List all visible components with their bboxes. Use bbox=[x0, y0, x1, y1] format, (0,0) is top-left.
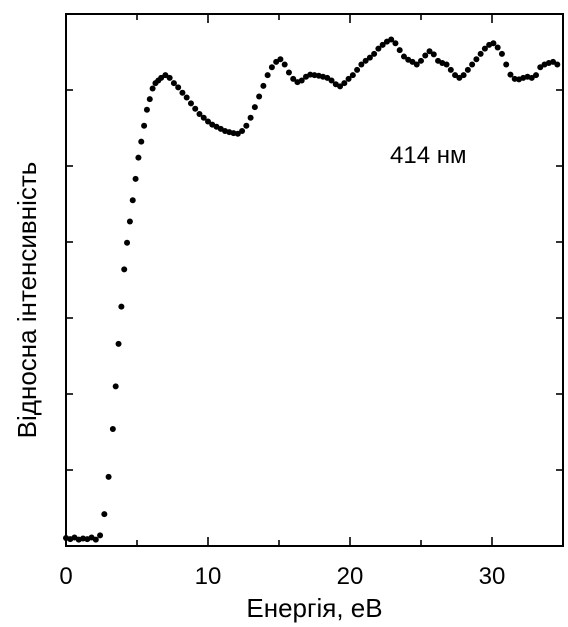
data-point bbox=[375, 45, 382, 52]
data-point bbox=[473, 56, 480, 63]
data-point bbox=[388, 36, 395, 43]
data-points bbox=[63, 36, 561, 543]
data-point bbox=[358, 61, 365, 68]
data-point bbox=[97, 532, 104, 539]
data-point bbox=[443, 61, 450, 68]
data-point bbox=[105, 473, 112, 480]
wavelength-annotation: 414 нм bbox=[390, 142, 466, 169]
data-point bbox=[447, 66, 454, 73]
data-point bbox=[179, 89, 186, 96]
data-point bbox=[379, 41, 386, 48]
data-point bbox=[477, 50, 484, 57]
data-point bbox=[118, 303, 125, 310]
data-point bbox=[413, 61, 420, 68]
data-point bbox=[268, 64, 275, 71]
data-point bbox=[187, 100, 194, 107]
x-tick-label: 10 bbox=[195, 563, 222, 590]
data-point bbox=[430, 51, 437, 58]
data-point bbox=[349, 72, 356, 79]
data-point bbox=[392, 40, 399, 47]
data-point bbox=[371, 50, 378, 57]
data-point bbox=[277, 56, 284, 63]
data-point bbox=[135, 154, 142, 161]
data-point bbox=[507, 71, 514, 78]
x-tick-label: 30 bbox=[479, 563, 506, 590]
data-point bbox=[418, 57, 424, 64]
data-point bbox=[503, 61, 510, 68]
data-point bbox=[112, 383, 119, 390]
data-point bbox=[285, 69, 292, 76]
data-point bbox=[146, 96, 153, 103]
data-point bbox=[124, 239, 131, 246]
data-point bbox=[362, 57, 369, 64]
data-point bbox=[101, 511, 108, 518]
x-tick-labels: 0 10 20 30 bbox=[59, 563, 505, 590]
data-point bbox=[109, 425, 116, 432]
data-point bbox=[141, 122, 148, 129]
data-point bbox=[341, 80, 348, 87]
data-point bbox=[256, 93, 263, 100]
data-point bbox=[239, 128, 246, 135]
data-point bbox=[205, 118, 211, 125]
data-point bbox=[494, 44, 501, 51]
data-point bbox=[126, 218, 133, 225]
data-point bbox=[243, 122, 250, 129]
data-point bbox=[251, 104, 258, 111]
data-point bbox=[554, 61, 561, 68]
data-point bbox=[166, 74, 173, 81]
data-point bbox=[121, 266, 128, 273]
data-point bbox=[328, 77, 335, 84]
data-point bbox=[196, 111, 203, 118]
data-point bbox=[469, 61, 476, 68]
data-point bbox=[345, 75, 352, 82]
data-point bbox=[149, 85, 156, 92]
y-axis-title: Відносна інтенсивність bbox=[12, 162, 42, 439]
data-point bbox=[396, 47, 403, 54]
x-tick-label: 20 bbox=[337, 563, 364, 590]
data-point bbox=[138, 138, 145, 145]
data-point bbox=[354, 66, 361, 73]
data-point bbox=[498, 50, 505, 57]
data-point bbox=[143, 106, 150, 113]
data-point bbox=[92, 536, 99, 543]
data-point bbox=[183, 94, 190, 101]
data-point bbox=[175, 84, 182, 91]
data-point bbox=[366, 54, 373, 61]
plot-frame bbox=[65, 13, 564, 547]
data-point bbox=[260, 82, 267, 89]
data-point bbox=[200, 114, 207, 121]
data-point bbox=[422, 52, 429, 59]
data-point bbox=[170, 80, 177, 87]
data-point bbox=[115, 340, 122, 347]
axis-ticks bbox=[65, 13, 564, 547]
data-point bbox=[481, 45, 488, 52]
data-point bbox=[129, 197, 136, 204]
data-point bbox=[247, 114, 254, 121]
data-point bbox=[192, 105, 199, 112]
data-point bbox=[337, 83, 344, 90]
data-point bbox=[490, 40, 497, 47]
data-point bbox=[281, 61, 288, 68]
data-point bbox=[132, 175, 139, 182]
x-tick-label: 0 bbox=[59, 563, 72, 590]
x-axis-title: Енергія, еВ bbox=[246, 593, 382, 623]
data-point bbox=[533, 72, 540, 79]
data-point bbox=[264, 72, 271, 79]
data-point bbox=[298, 77, 305, 84]
data-point bbox=[464, 66, 471, 73]
data-point bbox=[460, 72, 467, 79]
data-point bbox=[290, 75, 297, 82]
data-point bbox=[426, 48, 433, 55]
data-point bbox=[400, 53, 407, 60]
